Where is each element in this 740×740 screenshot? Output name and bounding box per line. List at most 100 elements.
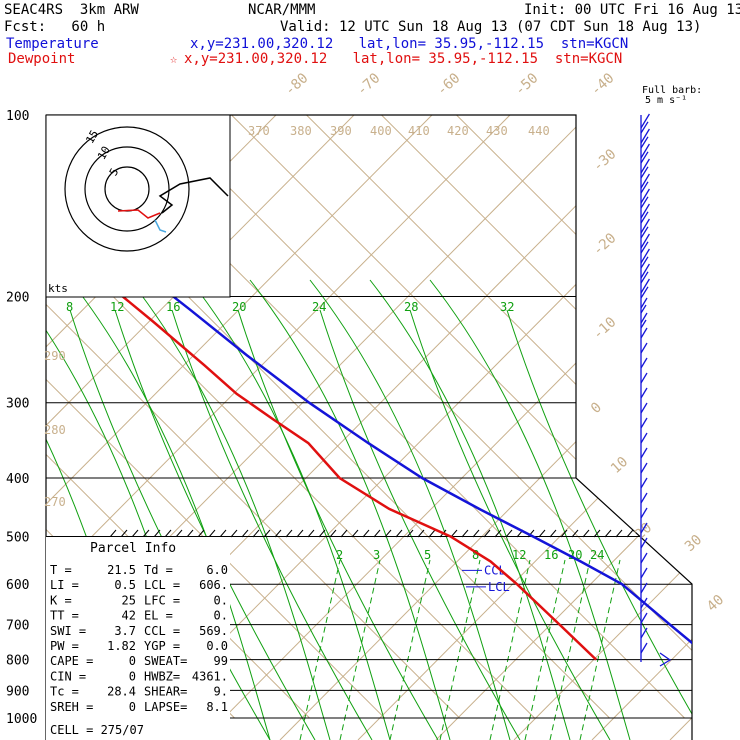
forecast-hour: Fcst: 60 h [4, 19, 106, 35]
hatch-mark [340, 529, 348, 538]
hatch-mark [461, 529, 469, 538]
barb-flag [640, 278, 650, 294]
hatch-mark [175, 529, 183, 538]
hodograph-ring [64, 126, 190, 252]
barb-flag [640, 121, 649, 134]
parcel-value: 9. [214, 685, 228, 699]
hatch-mark [329, 529, 337, 538]
pressure-label: 1000 [6, 712, 37, 727]
isotherm-line [381, 115, 692, 719]
hatch-mark [208, 529, 216, 538]
wind-barb-icon [640, 203, 650, 224]
barb-flag [640, 319, 647, 329]
parcel-key: CAPE = [50, 654, 93, 668]
dry-adiabat-line [591, 115, 692, 740]
mixing-ratio-line [339, 559, 381, 740]
parcel-value: 0.0 [206, 639, 228, 653]
theta-label: 400 [370, 124, 392, 138]
theta-label: 370 [248, 124, 270, 138]
wind-barb-icon [640, 233, 650, 254]
wind-barb-icon [640, 158, 650, 179]
wind-barb-icon [640, 582, 648, 594]
barb-flag [640, 196, 649, 209]
legend-dewpoint: Dewpoint [8, 51, 76, 67]
parcel-value: 0 [129, 654, 136, 668]
barb-flag [640, 627, 648, 639]
parcel-value: 4361. [192, 669, 228, 683]
wind-barb-icon [640, 537, 648, 549]
isotherm-label: 30 [682, 532, 705, 555]
hatch-mark [406, 529, 414, 538]
mixing-ratio-line [389, 559, 431, 740]
wind-barb-icon [640, 612, 648, 624]
theta-label: 440 [528, 124, 550, 138]
parcel-value: 42 [122, 609, 136, 623]
barb-flag [640, 477, 648, 489]
parcel-key: HWBZ= [144, 669, 180, 683]
parcel-value: 0 [129, 669, 136, 683]
mixing-ratio-label: 16 [166, 300, 180, 314]
parcel-value: 8.1 [206, 700, 228, 714]
surface-barb-icon [659, 652, 672, 667]
hatch-mark [428, 529, 436, 538]
mixing-ratio-label: 24 [590, 548, 604, 562]
mixing-ratio-label: 8 [66, 300, 73, 314]
barb-flag [640, 151, 649, 164]
isotherm-line [156, 115, 692, 719]
dry-adiabat-line [46, 115, 433, 740]
barb-flag [640, 256, 649, 269]
wind-barb-icon [640, 492, 648, 504]
moist-adiabat-line [129, 279, 331, 740]
barb-flag [640, 432, 648, 444]
wind-barb-icon [640, 522, 648, 534]
model-title: SEAC4RS 3km ARW [4, 2, 139, 18]
wind-barb-icon [640, 218, 650, 239]
hatch-mark [362, 529, 370, 538]
barb-flag [640, 612, 648, 624]
dewpoint-location: x,y=231.00,320.12 lat,lon= 35.95,-112.15… [184, 51, 623, 67]
hatch-mark [263, 529, 271, 538]
mixing-ratio-line [439, 559, 481, 740]
valid-time: Valid: 12 UTC Sun 18 Aug 13 (07 CDT Sun … [280, 19, 702, 35]
hatch-mark [395, 529, 403, 538]
dry-adiabat-line [46, 115, 355, 740]
hatch-mark [230, 529, 238, 538]
parcel-key: YGP = [144, 639, 180, 653]
hatch-mark [153, 529, 161, 538]
wind-barb-icon [640, 597, 648, 609]
hatch-mark [142, 529, 150, 538]
parcel-key: LCL = [144, 578, 180, 592]
theta-label: 380 [290, 124, 312, 138]
parcel-key: TT = [50, 609, 79, 623]
marker-label: CCL [484, 563, 506, 577]
pressure-label: 500 [6, 530, 29, 545]
marker-label: LCL [488, 580, 510, 594]
wind-barb-icon [640, 128, 650, 149]
hatch-mark [582, 529, 590, 538]
parcel-value: 606. [199, 578, 228, 592]
parcel-info-box [46, 537, 230, 740]
wind-barb-icon [640, 263, 650, 284]
parcel-value: 0. [214, 609, 228, 623]
wind-barb-icon [640, 552, 648, 564]
isotherm-label: 10 [608, 454, 631, 477]
mixing-ratio-label: 24 [312, 300, 326, 314]
wind-barb-icon [640, 173, 650, 194]
barb-flag [640, 286, 649, 299]
mixing-ratio-label: 28 [404, 300, 418, 314]
wind-barb-icon [640, 188, 650, 209]
barb-flag [640, 297, 648, 309]
hatch-mark [593, 529, 601, 538]
hatch-mark [307, 529, 315, 538]
isotherm-label: -30 [590, 146, 620, 175]
hodograph-trace-red [117, 209, 161, 219]
dry-adiabat-line [435, 115, 692, 740]
theta-label: 280 [44, 423, 66, 437]
hatch-mark [131, 529, 139, 538]
pressure-label: 100 [6, 109, 29, 124]
pressure-label: 700 [6, 619, 29, 634]
parcel-key: CIN = [50, 669, 86, 683]
wind-barb-icon [640, 432, 648, 444]
dewpoint-star-icon: ☆ [170, 52, 178, 66]
